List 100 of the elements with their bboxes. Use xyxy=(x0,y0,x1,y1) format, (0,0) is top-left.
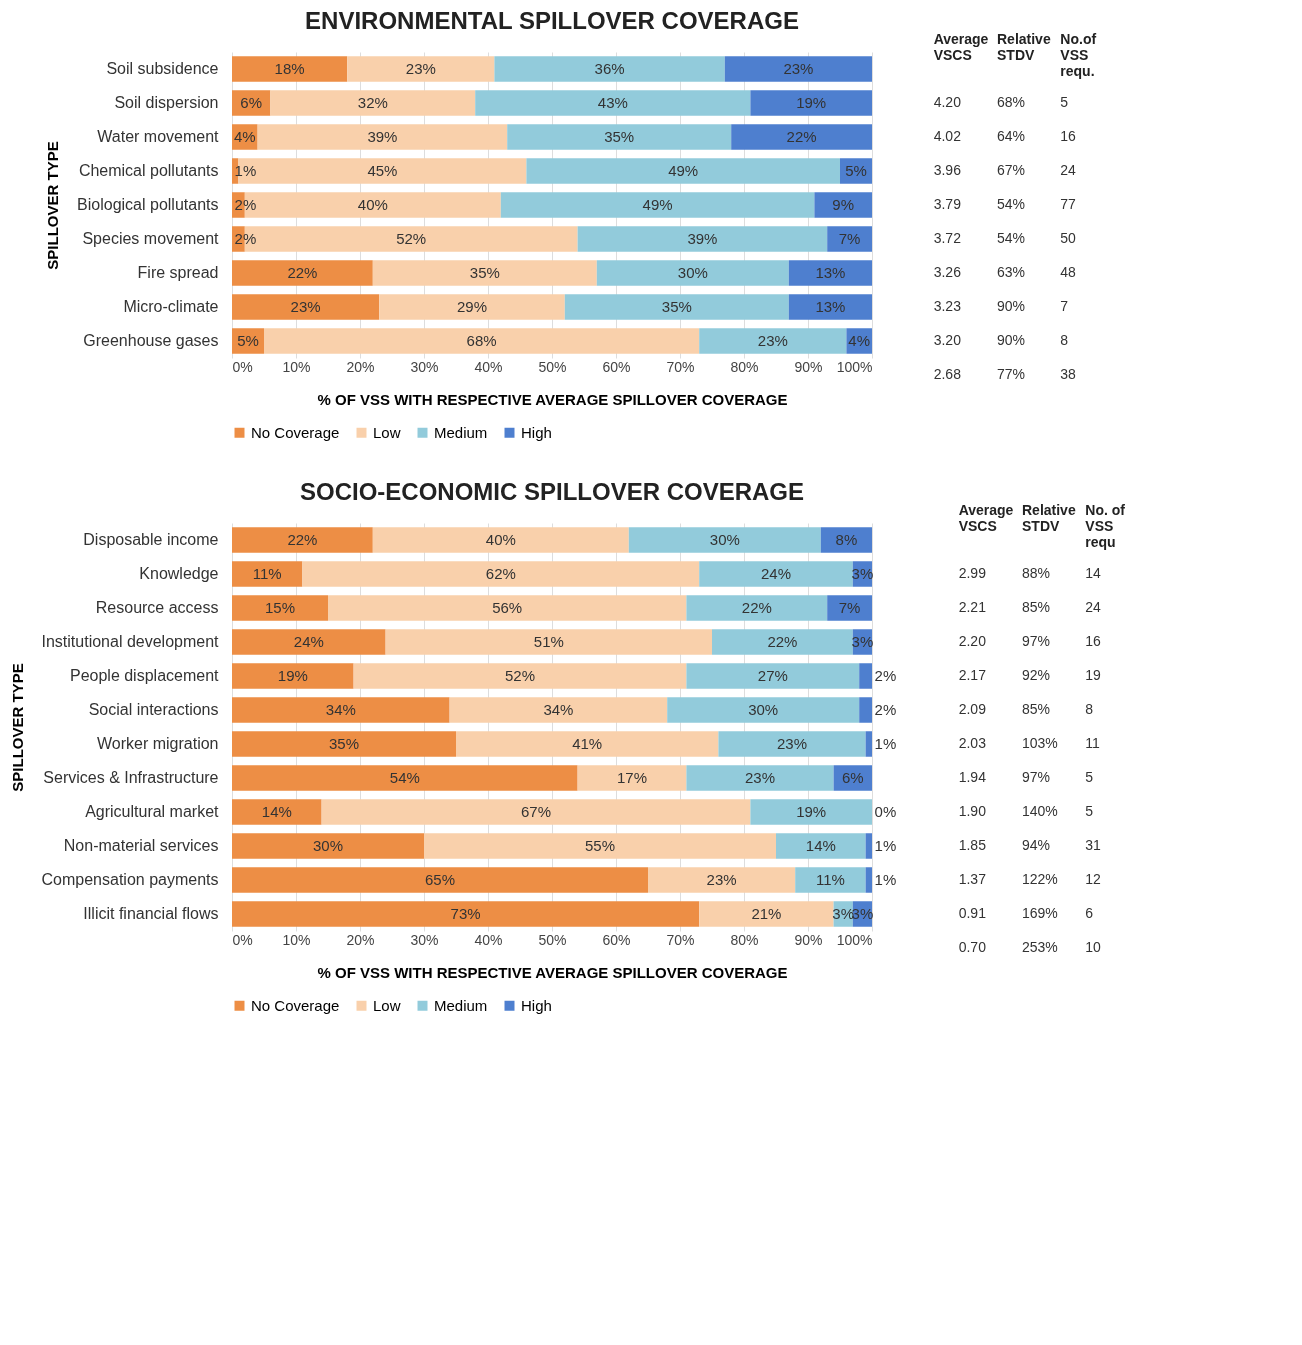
x-tick-label: 10% xyxy=(282,358,311,375)
chart-title: SOCIO-ECONOMIC SPILLOVER COVERAGE xyxy=(299,478,805,505)
x-tick-label: 0% xyxy=(232,931,253,948)
text: 1.37 xyxy=(958,871,987,887)
text: 90% xyxy=(997,332,1026,348)
data-label: 35% xyxy=(328,735,360,752)
data-label: 2% xyxy=(234,230,257,247)
data-label: 11% xyxy=(252,565,282,582)
data-label: 45% xyxy=(367,162,398,179)
data-label: 51% xyxy=(533,633,564,650)
legend-label: Low xyxy=(373,423,401,441)
bar xyxy=(232,867,648,893)
data-label: 11% xyxy=(815,871,845,888)
data-label: 2% xyxy=(874,701,897,718)
data-label: 35% xyxy=(661,298,692,315)
data-label: 14% xyxy=(805,837,836,854)
text: 5 xyxy=(1085,803,1094,819)
bar xyxy=(232,629,386,655)
text: 88% xyxy=(1022,565,1051,581)
y-tick-label: Worker migration xyxy=(96,735,219,752)
y-tick-label: Soil subsidence xyxy=(106,60,219,77)
bar xyxy=(232,561,303,587)
text: 85% xyxy=(1022,599,1051,615)
data-label: 23% xyxy=(706,871,737,888)
bar xyxy=(859,663,872,689)
text: 169% xyxy=(1022,905,1058,921)
data-label: 7% xyxy=(838,599,861,616)
text: 3.26 xyxy=(933,264,962,280)
data-label: 27% xyxy=(757,667,788,684)
data-label: 6% xyxy=(240,94,263,111)
bar xyxy=(232,799,322,825)
x-tick-label: 80% xyxy=(730,358,759,375)
y-tick-label: Greenhouse gases xyxy=(83,332,219,349)
y-tick-label: Soil dispersion xyxy=(114,94,219,111)
text: 3.23 xyxy=(933,298,962,314)
data-label: 67% xyxy=(520,803,552,820)
bar xyxy=(424,833,776,859)
bar xyxy=(750,799,872,825)
x-tick-label: 40% xyxy=(474,931,503,948)
bar xyxy=(865,833,872,859)
bar xyxy=(628,527,821,553)
y-tick-label: Illicit financial flows xyxy=(83,905,219,922)
text: Average VSCS xyxy=(933,31,989,63)
data-label: 22% xyxy=(287,264,318,281)
text: 31 xyxy=(1085,837,1102,853)
x-tick-label: 100% xyxy=(836,358,873,375)
text: 50 xyxy=(1060,230,1077,246)
y-tick-label: Biological pollutants xyxy=(77,196,219,213)
x-tick-label: 70% xyxy=(666,358,695,375)
bar xyxy=(564,294,789,320)
text: 1.94 xyxy=(958,769,987,785)
bar xyxy=(232,901,700,927)
bar xyxy=(827,226,872,252)
text: Relative STDV xyxy=(1022,502,1076,534)
data-label: 14% xyxy=(261,803,292,820)
legend-label: Medium xyxy=(434,423,488,441)
text: 12 xyxy=(1085,871,1102,887)
data-label: 40% xyxy=(357,196,388,213)
data-label: 4% xyxy=(233,128,256,145)
y-tick-label: Non-material services xyxy=(63,837,219,854)
x-tick-label: 80% xyxy=(730,931,759,948)
data-label: 5% xyxy=(237,332,259,349)
text: 16 xyxy=(1060,128,1077,144)
data-label: 65% xyxy=(424,871,456,888)
x-tick-label: 20% xyxy=(346,931,375,948)
data-label: 15% xyxy=(264,599,296,616)
bar xyxy=(686,595,828,621)
data-label: 68% xyxy=(466,332,497,349)
bar xyxy=(232,663,354,689)
bar xyxy=(270,90,476,116)
bar xyxy=(257,124,508,150)
data-label: 1% xyxy=(874,735,897,752)
bar xyxy=(820,527,872,553)
data-label: 49% xyxy=(668,162,699,179)
data-label: 30% xyxy=(748,701,779,718)
bar xyxy=(264,328,700,354)
data-label: 8% xyxy=(835,531,858,548)
text: 3.79 xyxy=(933,196,962,212)
text: 94% xyxy=(1022,837,1051,853)
bar xyxy=(328,595,687,621)
text: 8 xyxy=(1085,701,1094,717)
text: 3.96 xyxy=(933,162,962,178)
text: 0.91 xyxy=(958,905,987,921)
legend-label: High xyxy=(521,423,552,441)
bar xyxy=(302,561,700,587)
data-label: 22% xyxy=(741,599,772,616)
text: 10 xyxy=(1085,939,1102,955)
text: 1.85 xyxy=(958,837,987,853)
data-label: 24% xyxy=(760,565,792,582)
data-label: 35% xyxy=(469,264,500,281)
data-label: 49% xyxy=(642,196,673,213)
text: 4.20 xyxy=(933,94,962,110)
text: No. of VSS requ xyxy=(1085,502,1126,550)
text: 24 xyxy=(1060,162,1077,178)
bar xyxy=(507,124,732,150)
data-label: 2% xyxy=(874,667,897,684)
bar xyxy=(232,527,373,553)
x-tick-label: 30% xyxy=(410,358,439,375)
data-label: 3% xyxy=(832,905,855,922)
text: 68% xyxy=(997,94,1026,110)
